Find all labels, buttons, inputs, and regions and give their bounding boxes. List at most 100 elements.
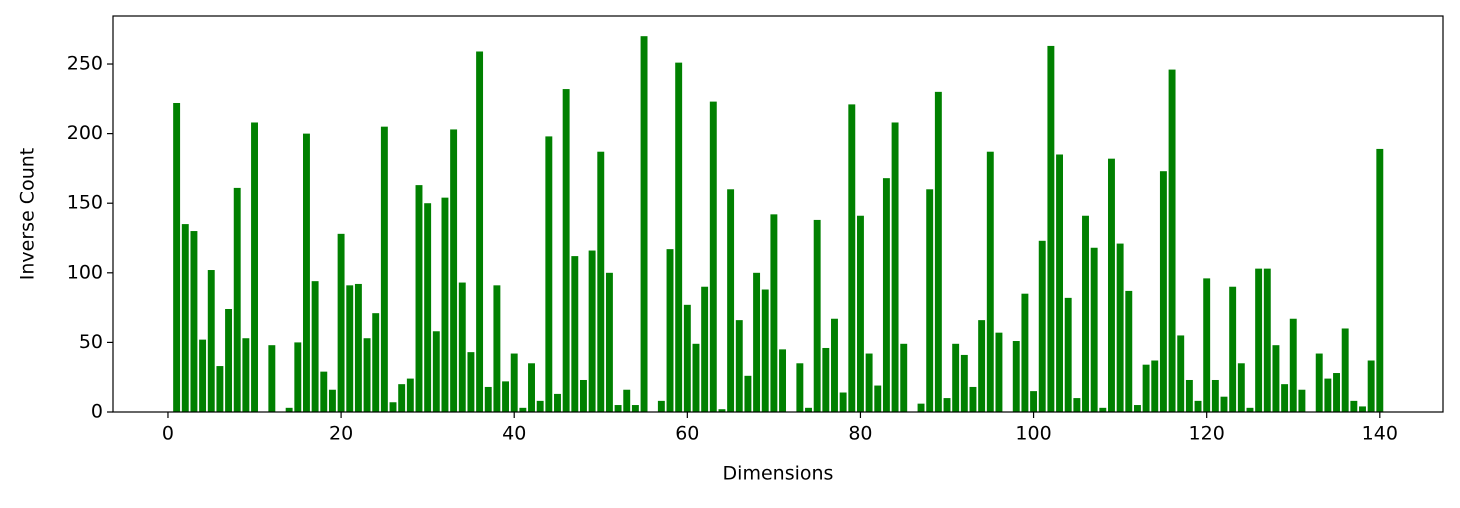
bar <box>562 89 570 413</box>
x-tick-label: 100 <box>1015 423 1051 445</box>
bar <box>701 286 709 412</box>
bar <box>554 393 561 412</box>
bar <box>389 402 397 412</box>
bar <box>1376 148 1384 412</box>
bar <box>510 353 518 412</box>
bar <box>216 366 224 412</box>
bar <box>900 343 908 412</box>
bar <box>813 219 821 412</box>
bar <box>831 318 838 412</box>
bar <box>207 270 215 412</box>
bar <box>727 189 735 412</box>
bar <box>640 36 648 413</box>
x-tick-label: 140 <box>1362 423 1398 445</box>
bar <box>917 403 925 412</box>
bar <box>1125 290 1133 412</box>
bar <box>839 392 847 412</box>
bar <box>718 409 726 412</box>
bar <box>467 352 475 412</box>
bar <box>770 214 778 412</box>
bar <box>735 320 743 412</box>
bar <box>675 62 683 412</box>
bar <box>484 386 492 412</box>
bar <box>597 151 605 412</box>
bar <box>233 187 241 412</box>
bar <box>1012 341 1020 412</box>
bar <box>1073 398 1081 412</box>
bar <box>631 405 639 412</box>
bar <box>372 313 380 412</box>
x-tick-label: 0 <box>162 423 174 445</box>
bar <box>796 363 804 412</box>
bar <box>1030 391 1038 412</box>
bar <box>311 281 319 412</box>
bar <box>1133 405 1141 412</box>
bar <box>960 354 968 412</box>
bar <box>424 203 432 412</box>
bar <box>363 338 371 412</box>
x-tick-label: 40 <box>502 423 526 445</box>
bar <box>320 371 328 412</box>
x-tick-label: 20 <box>329 423 353 445</box>
bar <box>865 353 873 412</box>
y-tick-label: 150 <box>67 192 103 214</box>
bar <box>242 338 250 412</box>
bar <box>1047 45 1055 413</box>
bar <box>848 104 856 412</box>
bar <box>493 285 501 412</box>
bar <box>856 215 864 412</box>
bar <box>1341 328 1349 412</box>
bar <box>588 250 596 412</box>
bar <box>1298 389 1306 412</box>
bar <box>415 185 423 412</box>
bar <box>1090 247 1098 412</box>
bar <box>666 249 674 412</box>
y-tick-label: 100 <box>67 261 103 283</box>
bar <box>502 381 510 412</box>
bar <box>605 272 613 412</box>
bar <box>458 282 466 412</box>
bar <box>995 332 1003 412</box>
bar <box>199 339 207 412</box>
bar <box>406 378 414 412</box>
bar <box>692 343 700 412</box>
bar <box>753 272 761 412</box>
bar <box>1194 400 1202 412</box>
x-tick-label: 80 <box>848 423 872 445</box>
bar <box>225 308 233 412</box>
bar <box>779 349 787 412</box>
x-tick-label: 60 <box>675 423 699 445</box>
bar <box>1151 360 1159 412</box>
x-tick-label: 120 <box>1189 423 1225 445</box>
bar <box>952 343 960 412</box>
bar <box>1289 318 1297 412</box>
bar <box>874 385 882 412</box>
plot-frame <box>112 15 1444 413</box>
bar <box>346 285 354 412</box>
bar <box>285 407 293 412</box>
bar <box>943 398 951 412</box>
bar <box>1038 240 1046 412</box>
bar <box>683 304 691 412</box>
bar <box>571 256 579 412</box>
bar <box>1237 363 1245 412</box>
y-tick-label: 200 <box>67 122 103 144</box>
bar <box>1142 364 1150 412</box>
y-axis-label: Inverse Count <box>17 148 39 280</box>
bar <box>986 151 994 412</box>
bar <box>657 400 665 412</box>
bar <box>1220 396 1228 412</box>
bar <box>1064 297 1072 412</box>
bar <box>441 197 449 412</box>
bar <box>303 133 310 412</box>
bar <box>805 407 812 412</box>
bar <box>1255 268 1263 412</box>
bar <box>1203 278 1211 412</box>
bar <box>1281 384 1289 412</box>
bar <box>1211 379 1219 412</box>
bar <box>1177 335 1185 412</box>
bar <box>1359 406 1366 412</box>
y-tick-label: 50 <box>79 331 103 353</box>
bar <box>1229 286 1237 412</box>
bar <box>623 389 631 412</box>
